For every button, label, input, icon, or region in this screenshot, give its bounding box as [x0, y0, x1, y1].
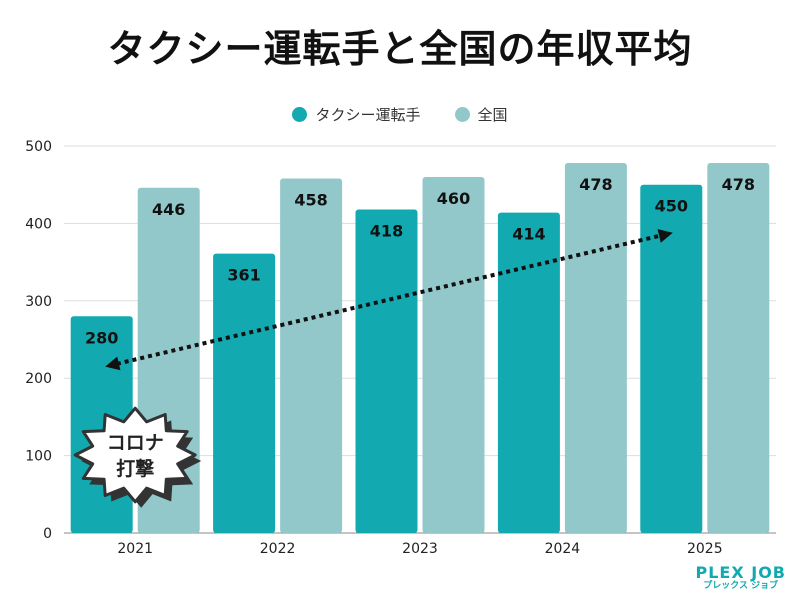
- x-tick-label: 2022: [260, 541, 296, 557]
- starburst-label: コロナ: [107, 432, 164, 454]
- legend-swatch-national: [454, 107, 470, 122]
- data-label: 418: [370, 221, 403, 240]
- legend-label-taxi: タクシー運転手: [315, 106, 421, 124]
- x-tick-label: 2021: [117, 541, 153, 557]
- data-label: 478: [722, 175, 755, 194]
- x-tick-label: 2024: [545, 541, 581, 557]
- y-tick-label: 500: [25, 139, 52, 155]
- brand-logo-sub: プレックス ジョブ: [703, 581, 779, 591]
- data-label: 280: [85, 328, 118, 347]
- bar: [640, 184, 703, 533]
- legend-label-national: 全国: [477, 106, 508, 124]
- starburst-label: 打撃: [116, 457, 154, 480]
- trend-arrow-head-end: [657, 229, 673, 243]
- data-label: 361: [227, 266, 260, 285]
- chart-title: タクシー運転手と全国の年収平均: [107, 27, 693, 71]
- bar: [564, 163, 627, 533]
- legend-item-national: 全国: [454, 104, 508, 125]
- y-tick-label: 200: [25, 371, 52, 387]
- brand-logo: PLEX JOB プレックス ジョブ: [695, 565, 786, 592]
- x-tick-label: 2025: [687, 541, 723, 557]
- brand-logo-main: PLEX JOB: [695, 563, 786, 582]
- bar: [280, 178, 343, 533]
- starburst: [73, 406, 197, 504]
- data-label: 458: [294, 191, 327, 210]
- data-label: 450: [655, 197, 688, 216]
- bar: [707, 163, 770, 533]
- y-tick-label: 300: [25, 294, 52, 310]
- legend-item-taxi: タクシー運転手: [292, 104, 421, 125]
- bar: [355, 209, 418, 533]
- x-tick-label: 2023: [402, 541, 438, 557]
- legend: タクシー運転手 全国: [0, 104, 800, 125]
- trend-arrow-head-start: [105, 356, 121, 371]
- y-tick-label: 100: [25, 449, 52, 465]
- y-tick-label: 400: [25, 216, 52, 232]
- legend-swatch-taxi: [292, 107, 308, 122]
- bar: [213, 253, 276, 533]
- bar: [422, 176, 485, 533]
- data-label: 414: [512, 225, 545, 244]
- bar: [497, 212, 560, 533]
- data-label: 478: [579, 175, 612, 194]
- data-label: 460: [437, 189, 470, 208]
- trend-arrow-line: [116, 233, 662, 366]
- data-label: 446: [152, 200, 185, 219]
- y-tick-label: 0: [43, 526, 52, 542]
